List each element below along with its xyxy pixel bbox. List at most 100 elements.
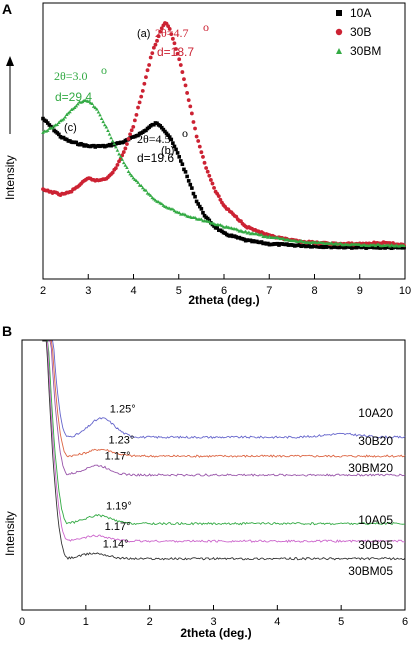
point-30bm — [50, 126, 55, 130]
point-30bm — [115, 148, 120, 152]
point-10a — [158, 124, 162, 128]
point-10a — [186, 179, 191, 183]
point-30bm — [308, 241, 313, 245]
point-10a — [188, 182, 193, 187]
point-30bm — [139, 183, 143, 188]
curve-10a05 — [42, 340, 406, 526]
point-30b — [218, 197, 223, 202]
a-tick-label: 4 — [130, 285, 136, 297]
point-30b — [201, 155, 205, 159]
point-10a — [167, 135, 172, 139]
a-tick-label: 2 — [40, 285, 46, 297]
point-30bm — [126, 169, 131, 173]
panel-b-series: 10A20 1.25° 30B20 1.23° 30BM20 1.17° 10A05 1.19… — [42, 340, 406, 578]
point-10a — [190, 186, 194, 190]
point-30bm — [236, 228, 240, 232]
curve-name-30b05: 30B05 — [358, 538, 393, 552]
point-30b — [136, 105, 140, 110]
point-30bm — [110, 139, 115, 143]
point-30bm — [45, 128, 50, 132]
point-30bm — [332, 242, 337, 246]
point-30b — [139, 94, 144, 99]
point-30bm — [41, 130, 45, 134]
point-30bm — [80, 99, 85, 104]
series-10a20: 10A20 1.25° — [42, 340, 406, 439]
point-10a — [197, 204, 202, 209]
b-tick-label: 6 — [402, 616, 408, 628]
point-30bm — [96, 110, 101, 114]
peak-label-30bm20: 1.17° — [105, 451, 131, 463]
series-30bm05: 30BM05 1.14° — [42, 340, 406, 578]
point-10a — [205, 216, 210, 221]
point-30bm — [177, 210, 182, 215]
curve-30b05 — [42, 340, 406, 543]
point-10a — [171, 141, 175, 145]
point-30bm — [207, 219, 212, 224]
point-30bm — [107, 132, 112, 136]
point-30bm — [376, 242, 381, 246]
point-30bm — [266, 235, 270, 239]
point-10a — [182, 167, 186, 172]
point-30bm — [102, 123, 107, 127]
point-30bm — [152, 197, 156, 201]
b-tick-label: 1 — [83, 616, 89, 628]
annotation-theta-30b-degree: o — [203, 20, 209, 34]
point-30bm — [245, 231, 250, 235]
point-30bm — [150, 195, 155, 200]
annotation-d-30b: d=18.7 — [157, 45, 194, 59]
point-30b — [115, 162, 120, 167]
point-30bm — [93, 105, 98, 110]
point-10a — [172, 144, 177, 149]
series-30bm — [41, 98, 406, 248]
point-30bm — [199, 217, 204, 221]
legend-label-10a: 10A — [350, 6, 371, 20]
legend-marker-30b — [335, 28, 343, 36]
point-30bm — [247, 230, 251, 234]
point-30bm — [55, 122, 60, 126]
point-10a — [199, 207, 204, 211]
point-10a — [144, 128, 148, 133]
point-10a — [177, 155, 182, 159]
point-30b — [189, 111, 194, 116]
point-30b — [110, 170, 115, 175]
panel-a-y-label: Intensity — [3, 155, 17, 200]
curve-name-30bm20: 30BM20 — [348, 461, 393, 475]
point-30b — [196, 139, 201, 143]
point-30b — [159, 26, 164, 31]
point-30b — [188, 104, 193, 109]
point-30b — [123, 146, 128, 151]
point-10a — [402, 245, 406, 250]
point-30b — [153, 42, 158, 47]
point-10a — [175, 151, 180, 155]
point-10a — [45, 121, 50, 125]
point-30b — [204, 166, 209, 170]
panel-b-letter: B — [2, 323, 12, 339]
point-30b — [178, 63, 183, 67]
series-30b05: 30B05 1.17° — [42, 340, 406, 552]
point-30b — [180, 70, 185, 74]
point-10a — [159, 125, 164, 130]
point-30bm — [148, 193, 153, 197]
panel-a-y-arrow-head — [6, 56, 14, 66]
point-30b — [129, 128, 134, 133]
point-30bm — [95, 107, 99, 111]
point-30bm — [121, 160, 126, 165]
point-30bm — [87, 99, 91, 103]
point-30bm — [172, 208, 177, 213]
point-30b — [131, 124, 136, 129]
point-30bm — [125, 165, 129, 170]
point-30bm — [72, 105, 77, 109]
point-10a — [193, 194, 197, 199]
panel-b-x-axis-title: 2theta (deg.) — [180, 626, 251, 640]
point-30bm — [299, 238, 303, 243]
point-30bm — [243, 229, 248, 233]
point-30b — [208, 178, 213, 182]
point-30bm — [57, 120, 61, 124]
a-tick-label: 8 — [311, 285, 317, 297]
annotation-label-a: (a) — [137, 28, 150, 40]
point-30b — [186, 98, 191, 103]
point-30b — [210, 181, 215, 186]
point-30bm — [392, 244, 397, 248]
legend-marker-10a — [336, 10, 342, 16]
panel-a-x-ticks: 2 3 4 5 6 7 8 9 10 — [40, 274, 411, 297]
